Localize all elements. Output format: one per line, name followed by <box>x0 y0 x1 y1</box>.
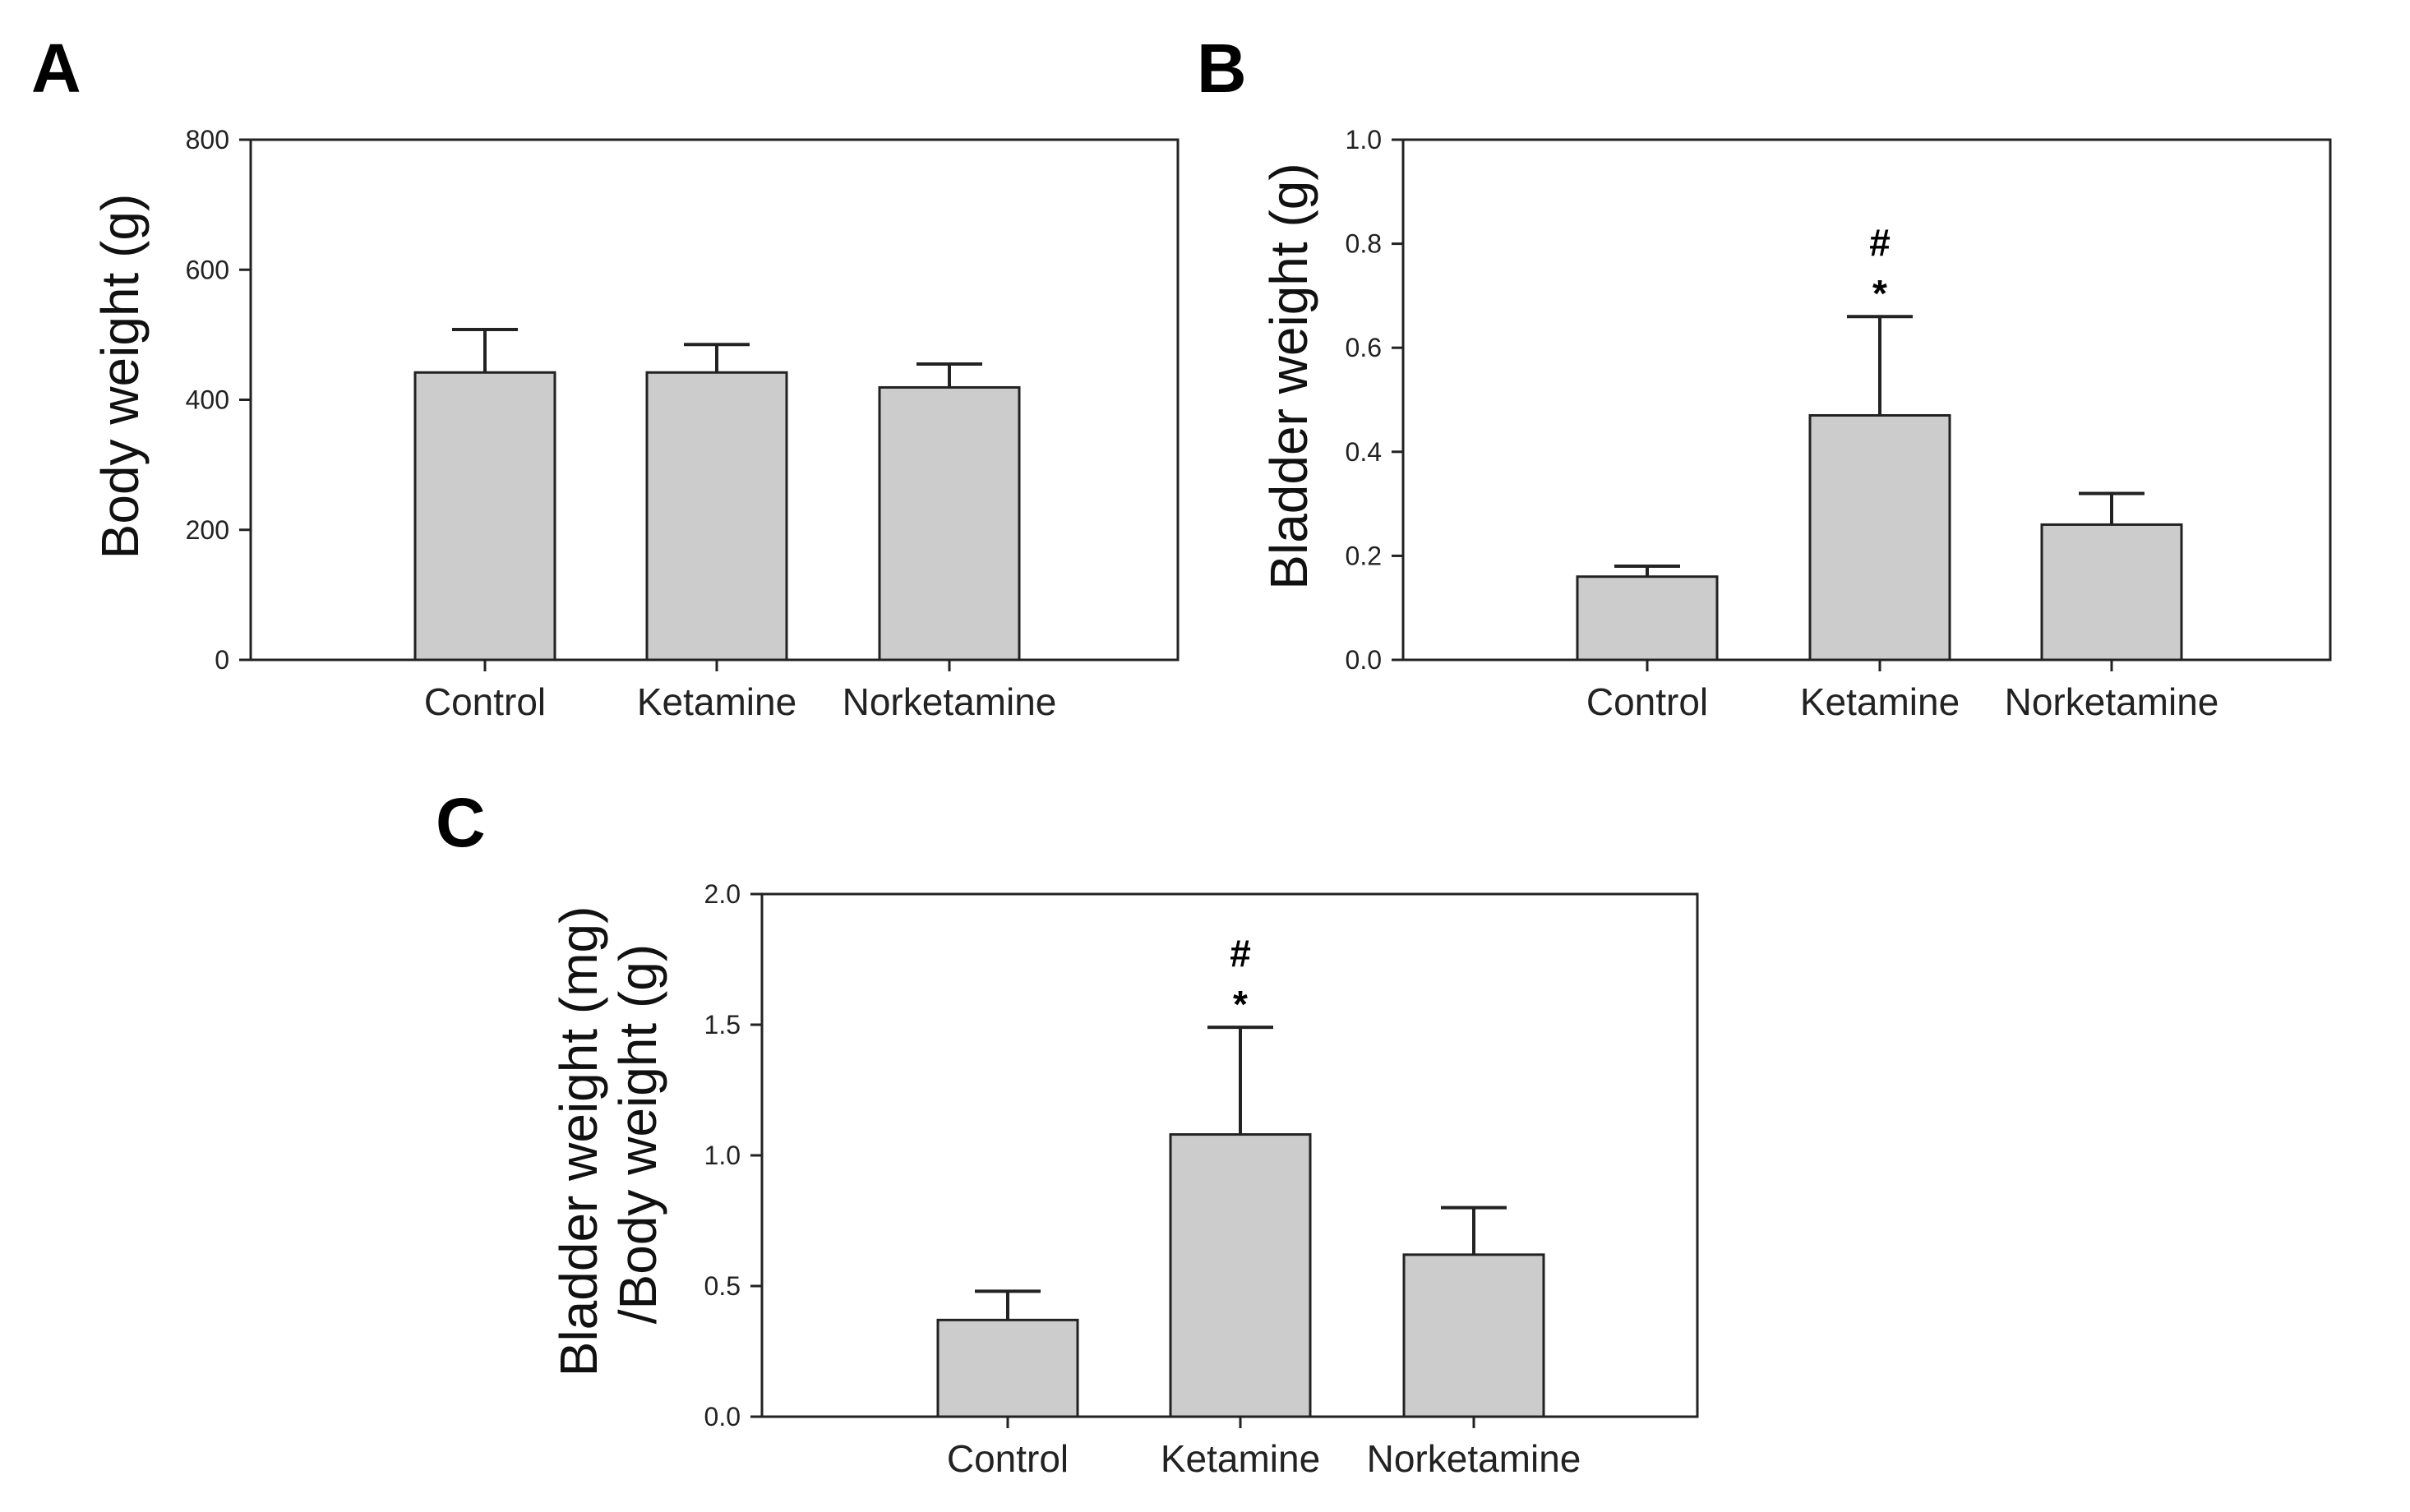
bar-norketamine <box>2040 523 2183 662</box>
category-label-ketamine: Ketamine <box>1161 1437 1320 1480</box>
y-tick-label: 0.0 <box>1346 645 1382 675</box>
significance-hash: # <box>1869 221 1891 264</box>
y-axis-title-c: Bladder weight (mg) /Body weight (g) <box>549 892 667 1376</box>
bar-control <box>936 1318 1079 1418</box>
panel-a: A Body weight (g) 0 200 400 600 800 Control Ke… <box>31 30 1180 723</box>
panel-letter-b: B <box>1197 30 1247 107</box>
category-label-ketamine: Ketamine <box>1800 680 1960 723</box>
y-tick-label: 400 <box>186 385 229 415</box>
bar-norketamine <box>1402 1253 1545 1418</box>
panel-letter-a: A <box>31 30 81 107</box>
significance-hash: # <box>1230 932 1251 975</box>
bar-control <box>1576 575 1719 662</box>
plot-frame-b <box>1401 138 2332 662</box>
category-label-control: Control <box>947 1437 1069 1480</box>
y-axis-title-line: Bladder weight (g) <box>1259 163 1318 589</box>
category-label-control: Control <box>1586 680 1708 723</box>
panel-b: B Bladder weight (g) 0.0 0.2 0.4 0.6 0.8 1.0 C… <box>1197 30 2332 723</box>
category-label-norketamine: Norketamine <box>1367 1437 1581 1480</box>
y-axis-title-line-1: Bladder weight (mg) <box>549 906 608 1377</box>
y-axis-title-a: Body weight (g) <box>90 194 150 560</box>
bar-ketamine <box>1808 413 1951 662</box>
category-label-norketamine: Norketamine <box>2005 680 2219 723</box>
y-tick-label: 2.0 <box>704 879 741 909</box>
panel-c: C Bladder weight (mg) /Body weight (g) 0… <box>436 784 1699 1480</box>
y-tick-label: 200 <box>186 515 229 545</box>
y-axis-title-line: Body weight (g) <box>90 194 150 560</box>
y-tick-label: 1.0 <box>1346 125 1382 154</box>
y-tick-label: 0.4 <box>1346 437 1382 467</box>
y-tick-label: 0.5 <box>704 1271 741 1301</box>
y-tick-label: 600 <box>186 255 229 284</box>
bar-control <box>413 371 556 662</box>
significance-star: * <box>1872 272 1887 315</box>
category-label-control: Control <box>424 680 546 723</box>
y-axis-title-line-2: /Body weight (g) <box>608 944 667 1324</box>
bar-norketamine <box>878 385 1021 662</box>
y-tick-label: 0.0 <box>704 1402 741 1431</box>
y-tick-label: 1.0 <box>704 1141 741 1170</box>
panel-letter-c: C <box>436 784 486 861</box>
y-tick-label: 0.8 <box>1346 229 1382 259</box>
significance-star: * <box>1233 983 1248 1026</box>
y-tick-label: 800 <box>186 125 229 154</box>
y-tick-label: 0.6 <box>1346 333 1382 362</box>
y-tick-label: 0.2 <box>1346 541 1382 570</box>
y-tick-label: 1.5 <box>704 1010 741 1040</box>
y-axis-title-b: Bladder weight (g) <box>1259 163 1318 589</box>
y-tick-label: 0 <box>215 645 229 675</box>
bar-ketamine <box>1169 1133 1312 1418</box>
category-label-ketamine: Ketamine <box>637 680 796 723</box>
category-label-norketamine: Norketamine <box>843 680 1057 723</box>
bar-ketamine <box>645 371 788 662</box>
